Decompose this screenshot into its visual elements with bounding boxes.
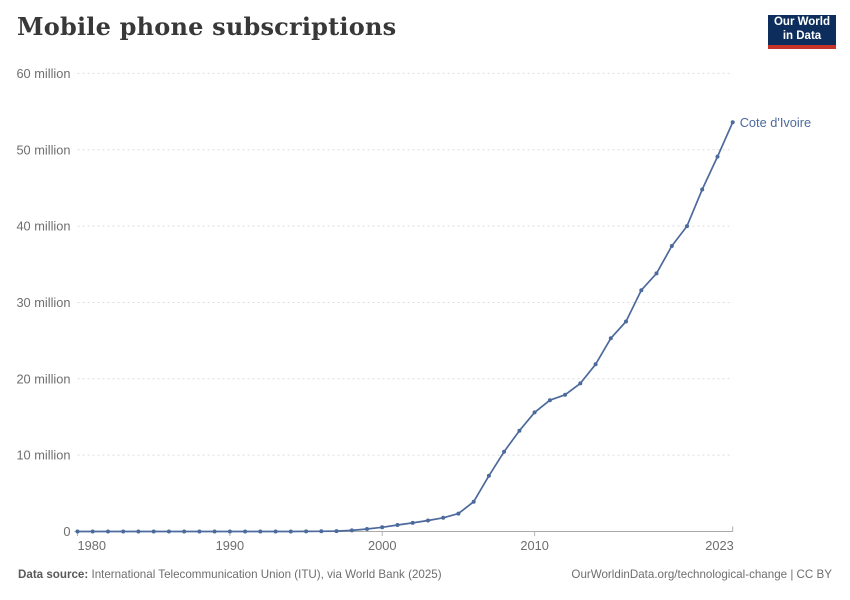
data-point[interactable] bbox=[547, 398, 552, 403]
owid-logo[interactable]: Our World in Data bbox=[768, 15, 836, 49]
data-point[interactable] bbox=[517, 428, 522, 433]
data-point[interactable] bbox=[639, 288, 644, 293]
data-point[interactable] bbox=[441, 515, 446, 520]
series-line[interactable] bbox=[76, 121, 734, 533]
data-point[interactable] bbox=[121, 529, 126, 534]
data-point[interactable] bbox=[624, 319, 628, 324]
data-point[interactable] bbox=[593, 362, 598, 367]
data-point[interactable] bbox=[365, 527, 369, 531]
data-point[interactable] bbox=[563, 392, 568, 397]
data-point[interactable] bbox=[319, 529, 324, 534]
page-title: Mobile phone subscriptions bbox=[17, 12, 397, 41]
y-tick-label: 0 bbox=[63, 524, 70, 539]
data-point[interactable] bbox=[243, 529, 248, 534]
y-tick-label: 60 million bbox=[16, 66, 70, 81]
data-point[interactable] bbox=[715, 154, 720, 159]
series-label[interactable]: Cote d'Ivoire bbox=[740, 115, 811, 130]
data-point[interactable] bbox=[166, 529, 171, 534]
data-source-text: International Telecommunication Union (I… bbox=[91, 568, 442, 581]
data-point[interactable] bbox=[456, 511, 461, 516]
x-tick-label: 2010 bbox=[520, 538, 548, 553]
y-tick-label: 50 million bbox=[16, 142, 70, 157]
x-tick-label: 2000 bbox=[368, 538, 396, 553]
data-source: Data source: International Telecommunica… bbox=[18, 567, 442, 583]
data-point[interactable] bbox=[227, 529, 232, 534]
y-tick-label: 40 million bbox=[16, 219, 70, 234]
data-point[interactable] bbox=[395, 523, 400, 527]
x-tick-label: 2023 bbox=[705, 538, 733, 553]
x-tick-label: 1990 bbox=[216, 538, 244, 553]
data-point[interactable] bbox=[380, 525, 385, 530]
chart-footer: Data source: International Telecommunica… bbox=[0, 567, 850, 583]
data-point[interactable] bbox=[106, 529, 110, 534]
data-point[interactable] bbox=[654, 271, 659, 276]
data-point[interactable] bbox=[730, 120, 735, 125]
y-tick-label: 30 million bbox=[16, 295, 70, 310]
y-tick-label: 10 million bbox=[16, 448, 70, 463]
owid-logo-line2: in Data bbox=[782, 29, 822, 42]
data-point[interactable] bbox=[426, 518, 430, 523]
owid-logo-line1: Our World bbox=[773, 16, 830, 28]
data-point[interactable] bbox=[349, 528, 354, 533]
data-point[interactable] bbox=[502, 449, 507, 454]
data-point[interactable] bbox=[669, 244, 674, 248]
data-point[interactable] bbox=[486, 473, 491, 478]
data-point[interactable] bbox=[410, 520, 415, 525]
data-point[interactable] bbox=[182, 529, 187, 534]
data-point[interactable] bbox=[136, 529, 141, 534]
data-point[interactable] bbox=[151, 529, 156, 534]
y-tick-label: 20 million bbox=[16, 371, 70, 386]
data-source-label: Data source: bbox=[18, 568, 89, 581]
data-point[interactable] bbox=[471, 499, 476, 504]
data-point[interactable] bbox=[608, 336, 613, 341]
data-point[interactable] bbox=[578, 381, 583, 386]
data-point[interactable] bbox=[90, 529, 95, 534]
data-point[interactable] bbox=[334, 529, 339, 534]
data-point[interactable] bbox=[212, 529, 217, 534]
data-point[interactable] bbox=[258, 529, 263, 534]
footer-link[interactable]: OurWorldinData.org/technological-change … bbox=[571, 568, 832, 581]
data-point[interactable] bbox=[75, 529, 80, 534]
data-point[interactable] bbox=[304, 529, 309, 534]
data-point[interactable] bbox=[685, 224, 689, 229]
data-point[interactable] bbox=[273, 529, 278, 534]
data-point[interactable] bbox=[700, 187, 705, 192]
x-tick-label: 1980 bbox=[78, 538, 106, 553]
data-point[interactable] bbox=[532, 410, 537, 415]
data-point[interactable] bbox=[288, 529, 293, 534]
data-point[interactable] bbox=[197, 529, 202, 534]
